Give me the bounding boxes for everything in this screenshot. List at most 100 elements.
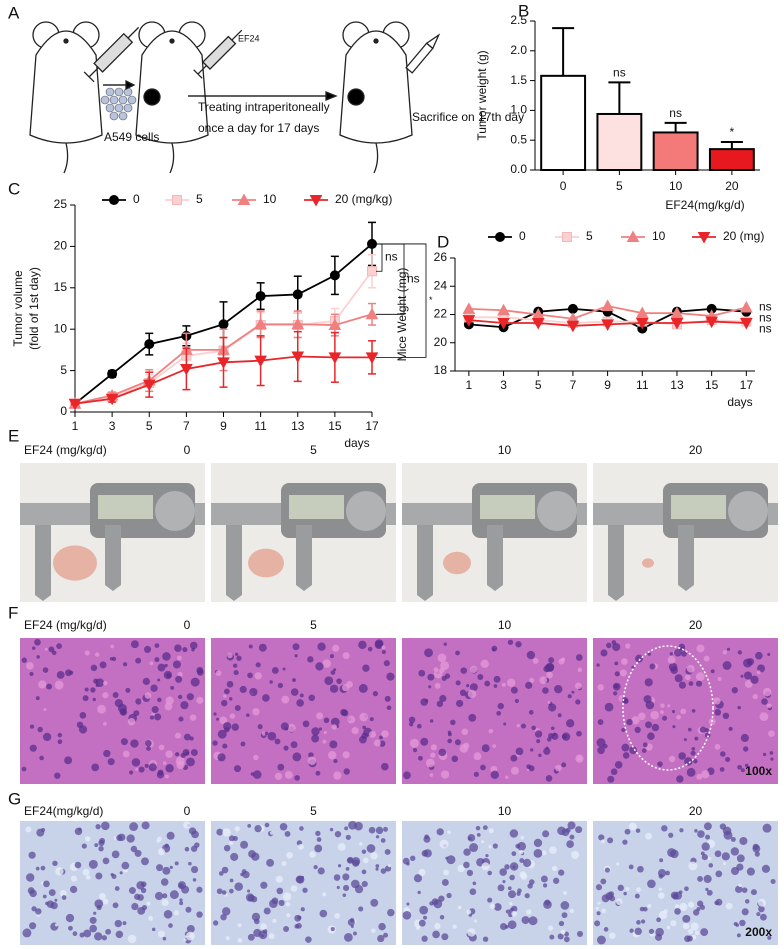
cell: [374, 640, 384, 650]
cell: [56, 643, 63, 650]
cell: [156, 771, 165, 779]
cell: [469, 888, 477, 896]
cell: [768, 730, 775, 737]
cell: [292, 752, 302, 762]
cell: [269, 899, 278, 909]
cell: [726, 647, 731, 651]
cell: [674, 891, 683, 900]
x-tick-label: 0: [560, 179, 567, 193]
y-axis-label: Tumor volume: [11, 270, 25, 347]
cell: [476, 832, 481, 837]
cell: [600, 649, 608, 657]
cell: [746, 867, 755, 876]
cell: [502, 880, 506, 884]
cell: [319, 909, 328, 918]
cell: [741, 908, 749, 916]
cell: [343, 768, 350, 775]
cell: [509, 874, 515, 881]
cell: [337, 864, 342, 868]
cell: [451, 755, 459, 763]
cell: [770, 757, 774, 761]
cell: [156, 864, 164, 872]
cell: [247, 824, 252, 828]
cell: [84, 650, 90, 656]
cell: [659, 858, 664, 863]
cell: [283, 925, 290, 932]
cell: [460, 667, 468, 674]
cell: [157, 697, 162, 703]
cell: [676, 714, 681, 720]
cell: [536, 739, 541, 744]
cell: [371, 928, 376, 934]
marker: [328, 318, 342, 331]
cell: [342, 652, 350, 660]
cell: [240, 840, 249, 849]
cell: [315, 830, 321, 837]
cell: [192, 878, 197, 882]
cell: [78, 725, 88, 734]
cell: [252, 770, 262, 779]
cell: [721, 852, 730, 861]
cell: [531, 725, 536, 731]
marker: [635, 306, 649, 319]
cell: [362, 857, 369, 864]
cell: [46, 683, 53, 690]
cell: [642, 742, 648, 748]
marker: [292, 289, 303, 300]
cell: [492, 648, 496, 652]
cell: [302, 887, 308, 893]
cell: [511, 851, 517, 857]
cell: [268, 933, 275, 940]
cell: [624, 828, 631, 835]
cell: [481, 744, 490, 753]
cell: [466, 684, 470, 688]
cell: [714, 850, 722, 858]
dose-label: 5: [310, 618, 317, 632]
cell: [520, 835, 525, 840]
cell: [701, 854, 708, 861]
cell: [299, 826, 304, 831]
cell: [154, 713, 162, 721]
cell: [251, 852, 260, 861]
cell: [684, 935, 691, 943]
cell: [673, 648, 682, 657]
cell: [109, 657, 114, 661]
cell: [57, 739, 63, 745]
cell: [558, 658, 565, 665]
x-axis-label: days: [344, 436, 369, 450]
cell: [29, 744, 37, 752]
cell: [94, 652, 100, 657]
cell: [134, 849, 142, 857]
cell: [281, 861, 287, 866]
cell: [635, 828, 641, 833]
cell: [669, 652, 673, 656]
marker: [254, 317, 267, 330]
cell: [380, 838, 386, 843]
cell: [191, 648, 195, 652]
cell: [668, 832, 674, 838]
cell: [190, 749, 198, 757]
cell: [743, 746, 749, 752]
cell: [438, 895, 445, 902]
cell: [418, 919, 426, 927]
cell: [297, 915, 302, 920]
cell: [65, 913, 75, 923]
cell: [162, 652, 171, 661]
cell: [597, 746, 605, 755]
cell: [196, 886, 203, 893]
cell: [346, 856, 354, 864]
marker: [255, 291, 266, 302]
cell: [315, 662, 324, 671]
cell: [731, 687, 738, 694]
cell: [671, 709, 676, 714]
cell: [253, 928, 262, 938]
cell: [752, 694, 758, 700]
cell: [154, 891, 164, 901]
cell: [434, 922, 441, 930]
cell: [70, 875, 78, 882]
cell: [509, 901, 513, 906]
cell: [720, 751, 726, 757]
marker: [107, 368, 118, 379]
cell: [358, 683, 368, 693]
cell: [69, 885, 78, 894]
